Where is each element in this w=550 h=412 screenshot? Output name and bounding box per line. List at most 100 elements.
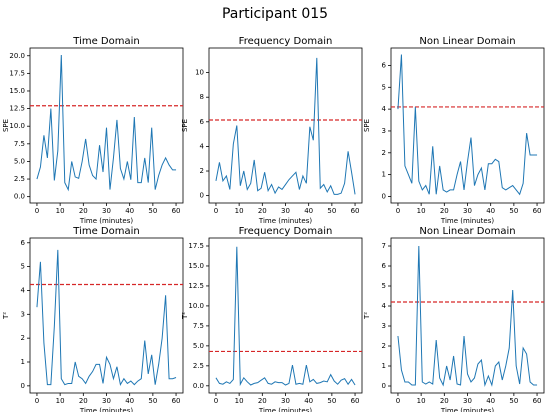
x-tick-label: 60 bbox=[172, 397, 181, 405]
x-tick-label: 50 bbox=[148, 397, 157, 405]
y-tick-label: 2 bbox=[382, 149, 386, 157]
data-line bbox=[397, 54, 538, 196]
y-tick-label: 4 bbox=[21, 286, 26, 294]
y-tick-label: 7.5 bbox=[14, 140, 25, 148]
x-tick-label: 20 bbox=[440, 397, 449, 405]
y-tick-label: 5 bbox=[382, 83, 386, 91]
y-tick-label: 6 bbox=[200, 118, 205, 126]
subplot-title: Time Domain bbox=[72, 226, 139, 237]
y-tick-label: 0.0 bbox=[14, 193, 25, 201]
x-tick-label: 60 bbox=[351, 397, 360, 405]
data-line bbox=[397, 245, 538, 387]
plot-frame bbox=[390, 47, 545, 204]
y-tick-label: 10 bbox=[195, 69, 204, 77]
x-tick-label: 40 bbox=[304, 207, 313, 215]
y-axis-label: T² bbox=[181, 312, 189, 320]
y-tick-label: 12.5 bbox=[188, 282, 204, 290]
y-tick-label: 2.5 bbox=[14, 175, 25, 183]
y-tick-label: 8 bbox=[200, 93, 204, 101]
y-tick-label: 2.5 bbox=[193, 362, 204, 370]
x-tick-label: 0 bbox=[396, 207, 400, 215]
y-tick-label: 6 bbox=[382, 262, 387, 270]
x-tick-label: 0 bbox=[214, 397, 218, 405]
data-line bbox=[36, 55, 177, 192]
y-tick-label: 6 bbox=[21, 239, 26, 247]
x-tick-label: 30 bbox=[281, 207, 290, 215]
y-tick-label: 1 bbox=[382, 362, 386, 370]
y-tick-label: 2 bbox=[200, 167, 204, 175]
y-tick-label: 2 bbox=[382, 342, 386, 350]
figure-title: Participant 015 bbox=[222, 6, 328, 22]
y-tick-label: 0.0 bbox=[193, 382, 204, 390]
x-axis-label: Time (minutes) bbox=[258, 407, 312, 412]
y-tick-label: 1 bbox=[382, 171, 386, 179]
x-tick-label: 10 bbox=[417, 207, 426, 215]
subplot-title: Time Domain bbox=[72, 36, 139, 47]
y-tick-label: 4 bbox=[382, 105, 387, 113]
y-axis-label: T² bbox=[363, 312, 371, 320]
subplot-title: Frequency Domain bbox=[239, 226, 333, 237]
x-tick-label: 10 bbox=[56, 397, 65, 405]
y-tick-label: 0 bbox=[382, 382, 386, 390]
data-line bbox=[36, 249, 177, 387]
y-tick-label: 10.0 bbox=[9, 122, 25, 130]
plot-frame bbox=[208, 47, 363, 204]
x-tick-label: 50 bbox=[148, 207, 157, 215]
y-tick-label: 5.0 bbox=[14, 157, 25, 165]
subplot-title: Frequency Domain bbox=[239, 36, 333, 47]
y-tick-label: 7 bbox=[382, 242, 386, 250]
y-tick-label: 0 bbox=[382, 192, 386, 200]
y-axis-label: SPE bbox=[181, 119, 189, 132]
y-tick-label: 17.5 bbox=[9, 69, 25, 77]
x-tick-label: 0 bbox=[35, 207, 39, 215]
x-axis-label: Time (minutes) bbox=[440, 217, 494, 225]
x-tick-label: 50 bbox=[327, 207, 336, 215]
y-tick-label: 12.5 bbox=[9, 105, 25, 113]
x-tick-label: 30 bbox=[281, 397, 290, 405]
subplot-title: Non Linear Domain bbox=[419, 36, 515, 47]
x-tick-label: 60 bbox=[533, 207, 542, 215]
y-tick-label: 4 bbox=[382, 302, 387, 310]
x-tick-label: 0 bbox=[214, 207, 218, 215]
y-tick-label: 0 bbox=[21, 382, 25, 390]
y-tick-label: 7.5 bbox=[193, 322, 204, 330]
y-tick-label: 20.0 bbox=[9, 52, 25, 60]
x-tick-label: 60 bbox=[533, 397, 542, 405]
x-tick-label: 40 bbox=[486, 207, 495, 215]
x-tick-label: 20 bbox=[79, 207, 88, 215]
x-tick-label: 30 bbox=[102, 207, 111, 215]
x-tick-label: 50 bbox=[509, 207, 518, 215]
y-tick-label: 15.0 bbox=[188, 262, 204, 270]
x-tick-label: 20 bbox=[440, 207, 449, 215]
y-axis-label: SPE bbox=[2, 119, 10, 132]
y-tick-label: 1 bbox=[21, 358, 25, 366]
y-tick-label: 0 bbox=[200, 192, 204, 200]
x-tick-label: 30 bbox=[463, 397, 472, 405]
x-tick-label: 20 bbox=[79, 397, 88, 405]
x-tick-label: 10 bbox=[235, 397, 244, 405]
x-axis-label: Time (minutes) bbox=[79, 407, 133, 412]
y-tick-label: 15.0 bbox=[9, 87, 25, 95]
y-tick-label: 5 bbox=[21, 263, 25, 271]
plot-frame bbox=[208, 237, 363, 394]
x-tick-label: 40 bbox=[125, 397, 134, 405]
x-axis-label: Time (minutes) bbox=[258, 217, 312, 225]
x-tick-label: 0 bbox=[35, 397, 39, 405]
x-tick-label: 40 bbox=[486, 397, 495, 405]
y-tick-label: 17.5 bbox=[188, 242, 204, 250]
x-tick-label: 0 bbox=[396, 397, 400, 405]
y-tick-label: 5 bbox=[382, 282, 386, 290]
subplot-title: Non Linear Domain bbox=[419, 226, 515, 237]
x-tick-label: 60 bbox=[172, 207, 181, 215]
plot-frame bbox=[29, 237, 184, 394]
x-tick-label: 50 bbox=[327, 397, 336, 405]
y-tick-label: 3 bbox=[382, 127, 386, 135]
x-tick-label: 20 bbox=[258, 207, 267, 215]
data-line bbox=[215, 57, 356, 195]
x-tick-label: 30 bbox=[102, 397, 111, 405]
x-tick-label: 30 bbox=[463, 207, 472, 215]
x-tick-label: 40 bbox=[304, 397, 313, 405]
plot-frame bbox=[29, 47, 184, 204]
y-axis-label: SPE bbox=[363, 119, 371, 132]
